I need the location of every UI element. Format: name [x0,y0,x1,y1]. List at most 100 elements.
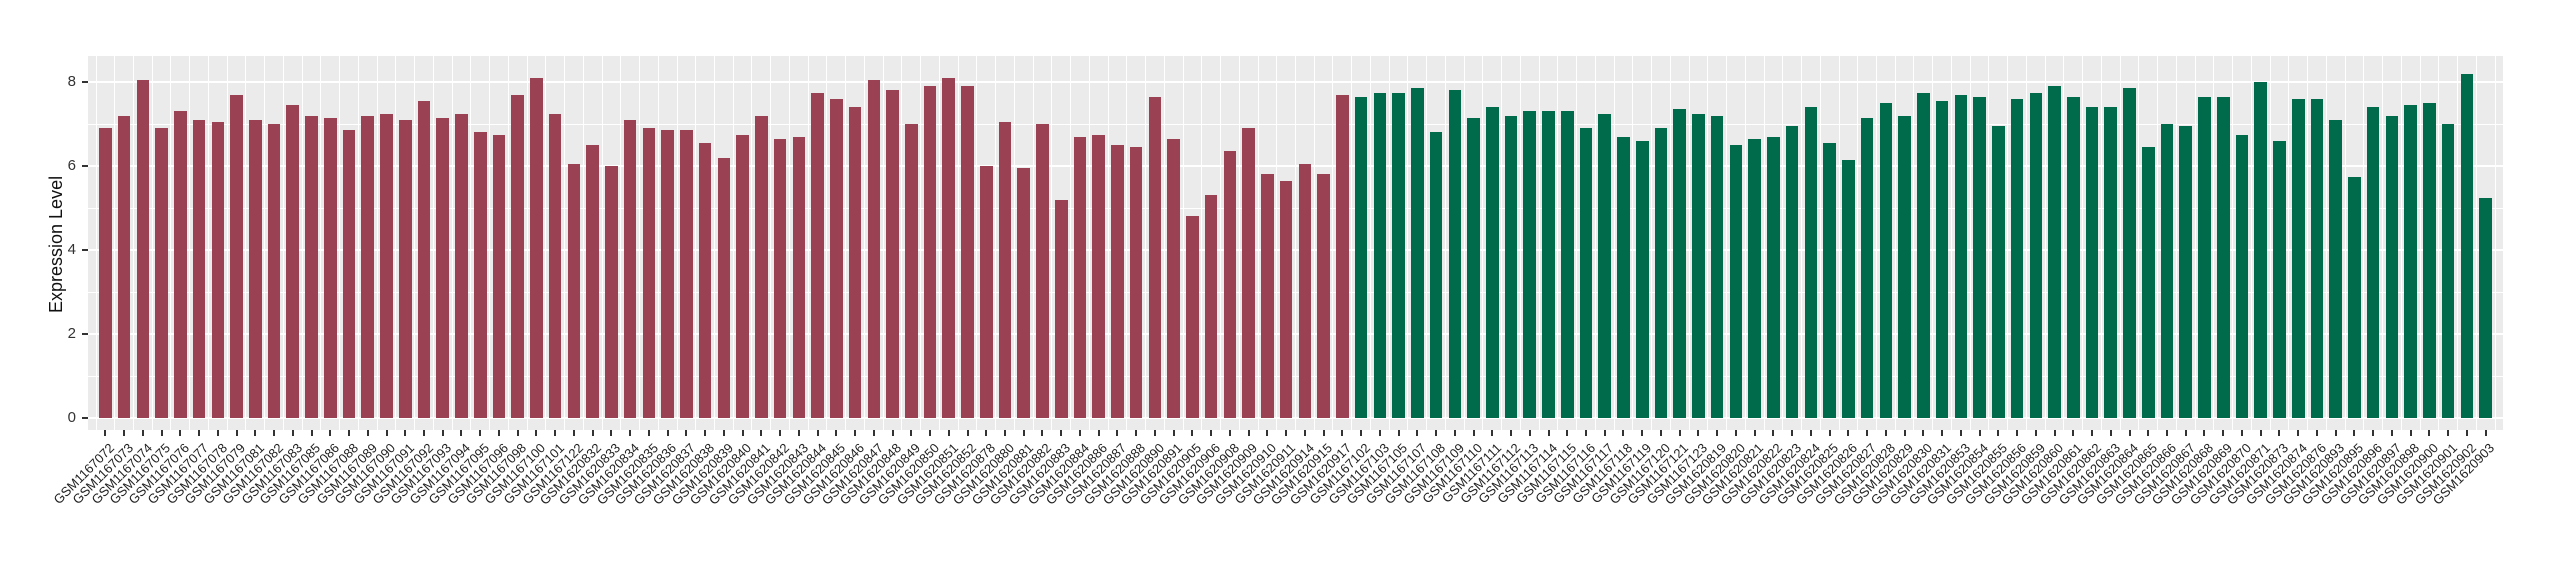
x-tick-mark [2109,430,2112,436]
x-tick-mark [1453,430,1456,436]
x-tick-label: GSM1620901 [2392,440,2461,508]
x-tick-label: GSM1167086 [275,440,343,507]
gridline-vertical [207,56,209,430]
x-tick-label: GSM1620864 [2074,440,2142,508]
bar [1411,88,1424,418]
x-tick-mark [1003,430,1006,436]
gridline-vertical [339,56,341,430]
x-tick-mark [1528,430,1531,436]
x-tick-label: GSM1620825 [1774,440,1842,508]
x-tick-mark [2222,430,2225,436]
gridline-vertical [1688,56,1690,430]
x-tick-label: GSM1620824 [1755,440,1823,508]
x-tick-label: GSM1620888 [1080,440,1149,508]
y-tick-mark [82,165,88,167]
gridline-vertical [2419,56,2421,430]
gridline-vertical [1801,56,1803,430]
x-tick-mark [891,430,894,436]
bar [155,128,168,418]
x-tick-mark [2484,430,2487,436]
y-tick-label: 4 [67,241,76,258]
bar [2291,98,2305,418]
gridline-vertical [1369,56,1371,430]
x-tick-mark [141,430,144,436]
y-tick-label: 8 [67,73,76,90]
bar [1917,92,1930,418]
x-tick-mark [647,430,650,436]
x-tick-mark [422,430,425,436]
gridline-vertical [976,56,978,430]
gridline-vertical [657,56,659,430]
bar [1373,92,1387,418]
x-tick-mark [966,430,969,436]
x-tick-label: GSM1620838 [649,440,718,508]
x-tick-mark [1547,430,1550,436]
gridline-vertical [1857,56,1859,430]
gridline-vertical [1407,56,1409,430]
bar [342,130,356,418]
bar [1560,111,1574,418]
x-tick-label: GSM1167079 [181,440,249,507]
x-tick-label: GSM1620821 [1699,440,1767,508]
gridline-vertical [451,56,453,430]
bar [174,111,187,418]
gridline-vertical [1819,56,1821,430]
x-tick-label: GSM1620833 [555,440,624,508]
bar [2348,176,2361,418]
x-tick-mark [779,430,782,436]
bar [1448,90,1462,418]
x-tick-mark [1153,430,1156,436]
x-tick-mark [1997,430,2000,436]
x-tick-mark [348,430,351,436]
y-tick-label: 6 [67,157,76,174]
gridline-vertical [170,56,172,430]
y-tick-label: 2 [67,325,76,342]
bar [323,117,337,418]
x-tick-label: GSM1620837 [630,440,699,508]
x-tick-label: GSM1620884 [1024,440,1092,508]
x-tick-mark [1903,430,1906,436]
x-tick-label: GSM1167093 [387,440,455,507]
bar [117,115,131,418]
bar [1242,128,1255,418]
x-tick-mark [1360,430,1363,436]
bar [2123,88,2136,418]
bar [1298,163,1312,418]
x-tick-mark [254,430,257,436]
bar [2366,107,2380,418]
gridline-vertical [2082,56,2084,430]
gridline-vertical [1107,56,1109,430]
x-tick-label: GSM1167092 [369,440,436,507]
x-tick-mark [2278,430,2281,436]
x-tick-label: GSM1167075 [106,440,174,507]
x-tick-mark [1734,430,1737,436]
gridline-vertical [1838,56,1840,430]
gridline-vertical [1313,56,1315,430]
bar [661,130,674,418]
bar [1392,92,1405,418]
x-tick-label: GSM1620890 [1099,440,1167,508]
x-tick-label: GSM1167111 [1438,440,1505,506]
bar [1261,174,1274,418]
x-tick-mark [404,430,407,436]
bar [1992,126,2005,418]
bar [755,115,768,418]
gridline-vertical [395,56,397,430]
gridline-vertical [2269,56,2271,430]
gridline-vertical [695,56,697,430]
gridline-vertical [582,56,584,430]
gridline-vertical [414,56,416,430]
bar [1879,103,1893,418]
x-tick-label: GSM1620843 [743,440,811,508]
gridline-vertical [639,56,641,430]
bar [267,124,281,418]
bar [1073,136,1087,418]
y-tick-mark [82,417,88,419]
gridline-vertical [1013,56,1015,430]
x-tick-mark [291,430,294,436]
gridline-vertical [1519,56,1521,430]
gridline-vertical [1388,56,1390,430]
x-tick-label: GSM1620910 [1211,440,1280,508]
x-tick-mark [1791,430,1794,436]
x-tick-label: GSM1620897 [2336,440,2404,508]
